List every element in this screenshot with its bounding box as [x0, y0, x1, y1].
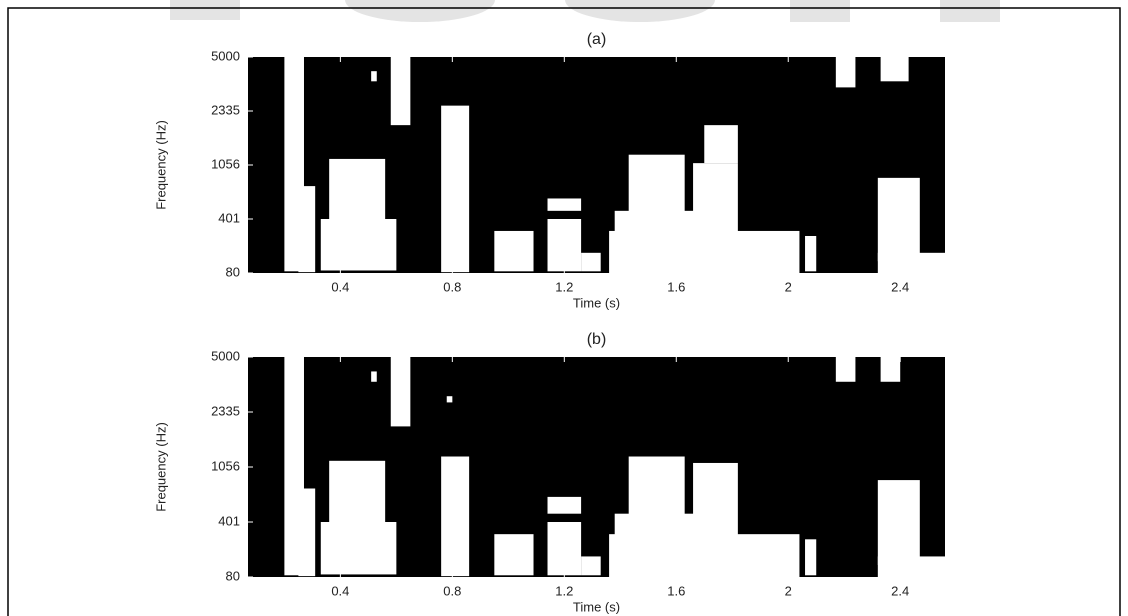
x-tick-label: 0.8	[443, 279, 461, 294]
mask-region	[835, 357, 856, 382]
x-tick-label: 2.4	[891, 583, 909, 598]
mask-region	[390, 357, 411, 427]
y-tick-label: 80	[226, 568, 240, 583]
mask-region	[609, 230, 800, 273]
y-tick-label: 1056	[211, 458, 240, 473]
mask-region	[320, 522, 397, 575]
y-tick-label: 5000	[211, 348, 240, 363]
mask-region	[298, 488, 316, 577]
mask-region	[494, 534, 534, 576]
x-tick-label: 2.4	[891, 279, 909, 294]
mask-region	[320, 219, 397, 271]
mask-region	[298, 186, 316, 273]
mask-region	[805, 235, 817, 272]
x-tick-label: 0.8	[443, 583, 461, 598]
y-axis-label: Frequency (Hz)	[153, 120, 168, 210]
y-tick-label: 80	[226, 264, 240, 279]
frame	[7, 7, 1121, 616]
mask-region	[704, 125, 738, 164]
y-tick-label: 401	[218, 513, 240, 528]
x-tick-label: 2	[785, 279, 792, 294]
x-tick-label: 0.4	[331, 279, 349, 294]
y-tick-label: 2335	[211, 403, 240, 418]
x-axis-label: Time (s)	[573, 295, 620, 310]
x-tick-label: 0.4	[331, 583, 349, 598]
mask-region	[609, 534, 800, 577]
y-axis-label: Frequency (Hz)	[153, 422, 168, 512]
x-tick-label: 1.6	[667, 583, 685, 598]
x-tick-label: 2	[785, 583, 792, 598]
mask-region	[547, 219, 582, 272]
mask-region	[390, 57, 411, 126]
mask-region	[371, 71, 377, 82]
y-tick-label: 5000	[211, 48, 240, 63]
mask-region	[547, 522, 582, 576]
mask-region	[547, 198, 582, 211]
mask-region	[877, 252, 945, 273]
mask-region	[446, 396, 453, 403]
mask-region	[494, 230, 534, 272]
mask-region	[547, 496, 582, 514]
mask-region	[371, 371, 377, 382]
watermark	[170, 0, 1000, 22]
mask-region	[877, 480, 920, 566]
mask-region	[877, 556, 945, 577]
y-tick-label: 2335	[211, 102, 240, 117]
mask-region	[441, 105, 470, 273]
y-tick-label: 1056	[211, 156, 240, 171]
mask-region	[880, 57, 909, 82]
mask-region	[581, 252, 601, 272]
mask-region	[835, 57, 856, 88]
x-tick-label: 1.2	[555, 583, 573, 598]
x-tick-label: 1.2	[555, 279, 573, 294]
y-tick-label: 401	[218, 210, 240, 225]
mask-region	[805, 539, 817, 576]
mask-region	[581, 556, 601, 576]
mask-region	[441, 456, 470, 577]
x-axis-label: Time (s)	[573, 599, 620, 614]
mask-region	[877, 177, 920, 262]
mask-region	[880, 357, 901, 382]
panel-title: (a)	[587, 31, 607, 48]
panel-title: (b)	[587, 331, 607, 348]
x-tick-label: 1.6	[667, 279, 685, 294]
